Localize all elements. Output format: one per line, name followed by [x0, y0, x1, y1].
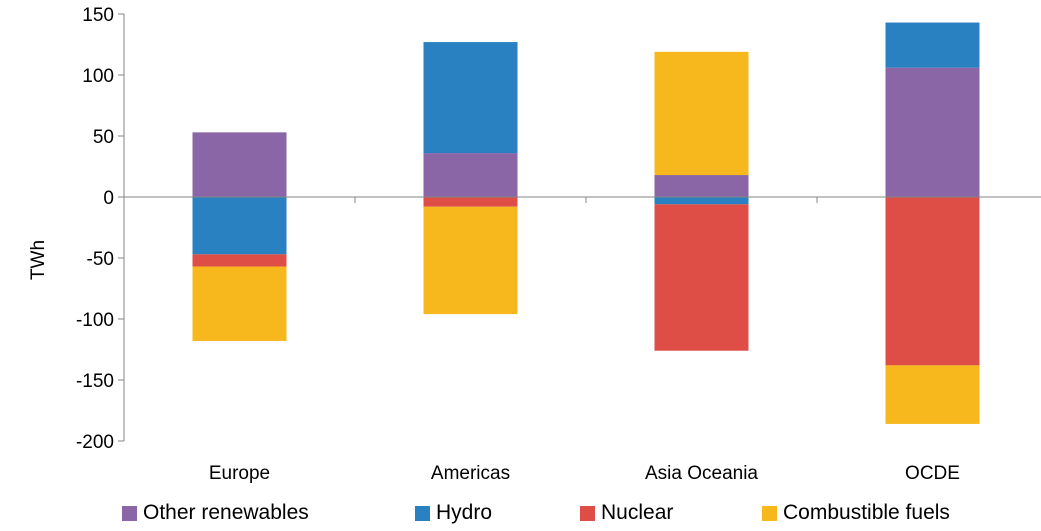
y-tick-label: -150: [76, 371, 114, 392]
bar-hydro-europe: [192, 197, 287, 255]
legend-swatch: [122, 505, 137, 521]
legend-label: Other renewables: [143, 501, 309, 524]
bar-combustible-fuels-ocde: [885, 365, 980, 424]
bar-hydro-ocde: [885, 22, 980, 68]
bar-nuclear-ocde: [885, 197, 980, 366]
bar-combustible-fuels-asia-oceania: [654, 51, 749, 176]
bar-other-renewables-asia-oceania: [654, 175, 749, 197]
bar-other-renewables-americas: [423, 153, 518, 197]
x-category-label: OCDE: [905, 463, 960, 484]
x-axis: Europe Americas Asia Oceania OCDE: [124, 196, 1041, 484]
bar-hydro-asia-oceania: [654, 197, 749, 205]
x-category-label: Americas: [431, 463, 510, 484]
bar-other-renewables-europe: [192, 132, 287, 197]
y-tick-label: -200: [76, 432, 114, 453]
y-tick-label: -50: [87, 249, 114, 270]
legend-label: Hydro: [436, 501, 493, 524]
legend-item: Other renewables: [122, 497, 309, 529]
y-tick-label: -100: [76, 310, 114, 331]
x-category-label: Europe: [209, 463, 270, 484]
legend-item: Hydro: [415, 497, 492, 529]
legend-label: Nuclear: [601, 501, 674, 524]
y-tick-label: 50: [93, 127, 114, 148]
y-tick-label: 100: [82, 66, 114, 87]
y-axis-title: TWh: [28, 240, 49, 280]
bar-combustible-fuels-europe: [192, 266, 287, 341]
bar-combustible-fuels-americas: [423, 206, 518, 315]
y-tick-label: 0: [103, 188, 114, 209]
legend-swatch: [415, 505, 430, 521]
bar-hydro-americas: [423, 42, 518, 154]
legend-item: Nuclear: [580, 497, 673, 529]
legend-label: Combustible fuels: [783, 501, 950, 524]
bar-nuclear-asia-oceania: [654, 204, 749, 351]
legend-swatch: [580, 505, 595, 521]
bar-nuclear-europe: [192, 254, 287, 267]
x-category-label: Asia Oceania: [645, 463, 758, 484]
legend: Other renewables Hydro Nuclear Combustible …: [0, 497, 1041, 529]
bar-nuclear-americas: [423, 197, 518, 207]
y-axis: 150 100 50 0 -50 -100 -150 -200: [76, 5, 125, 453]
plot-area: [192, 22, 980, 424]
bar-other-renewables-ocde: [885, 67, 980, 198]
legend-item: Combustible fuels: [762, 497, 950, 529]
chart-canvas: 150 100 50 0 -50 -100 -150 -200 Europe Americas A…: [28, 5, 1041, 484]
y-tick-label: 150: [82, 5, 114, 26]
legend-swatch: [762, 505, 777, 521]
